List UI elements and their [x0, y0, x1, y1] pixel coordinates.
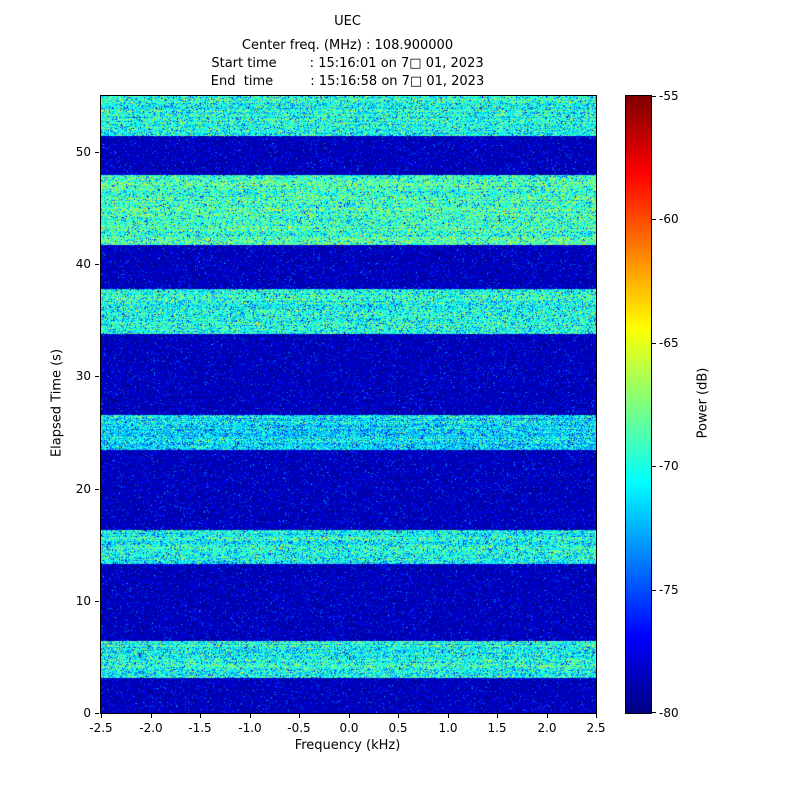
- colorbar-tick-mark: [652, 712, 656, 713]
- x-axis-label: Frequency (kHz): [294, 738, 401, 753]
- x-tick-mark: [250, 714, 251, 718]
- colorbar-label: Power (dB): [695, 367, 711, 439]
- colorbar-tick-label: -55: [659, 89, 679, 103]
- y-tick-label: 50: [75, 145, 91, 159]
- x-tick-mark: [349, 714, 350, 718]
- x-tick-mark: [101, 714, 102, 718]
- x-tick-mark: [448, 714, 449, 718]
- spectrogram-plot-area: [100, 95, 597, 714]
- x-tick-mark: [497, 714, 498, 718]
- header-end-time: End time : 15:16:58 on 7□ 01, 2023: [210, 74, 485, 89]
- colorbar-tick-mark: [652, 96, 656, 97]
- x-tick-label: 2.5: [586, 721, 606, 735]
- spectrogram-canvas: [101, 96, 596, 713]
- colorbar-tick-label: -70: [659, 459, 679, 473]
- x-tick-label: -2.0: [139, 721, 163, 735]
- x-tick-label: -1.0: [238, 721, 262, 735]
- x-tick-label: 2.0: [537, 721, 557, 735]
- colorbar-tick-label: -80: [659, 706, 679, 720]
- y-tick-label: 30: [75, 369, 91, 383]
- x-tick-mark: [596, 714, 597, 718]
- colorbar-tick-label: -75: [659, 583, 679, 597]
- y-tick-label: 10: [75, 594, 91, 608]
- y-tick-mark: [95, 489, 99, 490]
- x-tick-label: 1.5: [487, 721, 507, 735]
- y-tick-mark: [95, 601, 99, 602]
- colorbar: [625, 95, 652, 714]
- x-tick-mark: [547, 714, 548, 718]
- y-tick-mark: [95, 152, 99, 153]
- x-tick-label: -2.5: [89, 721, 113, 735]
- colorbar-tick-mark: [652, 590, 656, 591]
- colorbar-tick-mark: [652, 343, 656, 344]
- x-tick-mark: [151, 714, 152, 718]
- colorbar-tick-label: -60: [659, 212, 679, 226]
- x-tick-mark: [398, 714, 399, 718]
- y-tick-mark: [95, 376, 99, 377]
- colorbar-tick-mark: [652, 219, 656, 220]
- y-tick-label: 40: [75, 257, 91, 271]
- x-tick-label: 1.0: [438, 721, 458, 735]
- colorbar-canvas: [626, 96, 651, 713]
- x-tick-label: 0.5: [388, 721, 408, 735]
- plot-title: UEC: [334, 14, 361, 29]
- x-tick-label: -1.5: [188, 721, 212, 735]
- x-tick-label: 0.0: [339, 721, 359, 735]
- colorbar-tick-mark: [652, 466, 656, 467]
- x-tick-mark: [299, 714, 300, 718]
- header-start-time: Start time : 15:16:01 on 7□ 01, 2023: [211, 56, 484, 71]
- y-tick-label: 20: [75, 482, 91, 496]
- x-tick-label: -0.5: [287, 721, 311, 735]
- y-tick-mark: [95, 713, 99, 714]
- y-axis-label: Elapsed Time (s): [49, 348, 65, 458]
- y-tick-label: 0: [83, 706, 91, 720]
- y-tick-mark: [95, 264, 99, 265]
- header-center-freq: Center freq. (MHz) : 108.900000: [241, 38, 454, 53]
- x-tick-mark: [200, 714, 201, 718]
- colorbar-tick-label: -65: [659, 336, 679, 350]
